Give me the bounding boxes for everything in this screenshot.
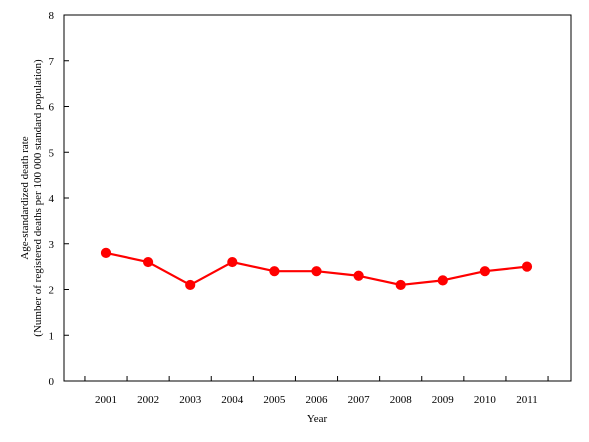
series (100, 247, 533, 291)
y-axis-title-line-1: Age-standardized death rate (19, 136, 31, 259)
y-tick-label: 7 (49, 56, 55, 68)
x-tick-label: 2006 (306, 394, 329, 406)
y-tick-label: 2 (49, 285, 55, 297)
data-point (143, 256, 154, 268)
x-axis: 2001 2002 2003 2004 2005 2006 2007 2008 2009 2010… (84, 376, 549, 406)
x-tick-label: 2004 (221, 394, 244, 406)
data-point (100, 247, 112, 258)
data-point (479, 266, 490, 277)
y-tick-label: 0 (49, 376, 55, 388)
y-tick-label: 6 (49, 102, 55, 114)
y-axis-title: Age-standardized death rate (Number of r… (19, 59, 44, 337)
x-tick-label: 2007 (348, 394, 371, 406)
x-tick-label: 2002 (137, 394, 159, 406)
y-axis: 0 1 2 3 4 5 6 7 8 (49, 10, 69, 388)
y-tick-label: 8 (49, 10, 55, 22)
data-point (353, 270, 364, 281)
data-point (395, 279, 406, 291)
x-tick-label: 2008 (390, 394, 413, 406)
y-tick-label: 4 (49, 193, 55, 205)
x-tick-label: 2005 (263, 394, 286, 406)
y-tick-label: 1 (49, 330, 55, 342)
plot-frame (63, 14, 572, 382)
y-tick-label: 3 (49, 239, 55, 251)
data-point (521, 261, 533, 272)
data-point (269, 266, 280, 277)
data-point (185, 279, 196, 291)
x-tick-label: 2010 (474, 394, 497, 406)
data-point (437, 275, 448, 286)
data-point (311, 266, 322, 277)
x-tick-label: 2009 (432, 394, 455, 406)
y-tick-label: 5 (49, 147, 55, 159)
x-tick-label: 2001 (95, 394, 117, 406)
plot-area (63, 14, 572, 382)
data-point (227, 256, 238, 268)
x-tick-label: 2003 (179, 394, 202, 406)
y-axis-title-line-2: (Number of registered deaths per 100 000… (32, 59, 44, 337)
x-tick-label: 2011 (516, 394, 538, 406)
x-axis-title: Year (307, 413, 328, 425)
